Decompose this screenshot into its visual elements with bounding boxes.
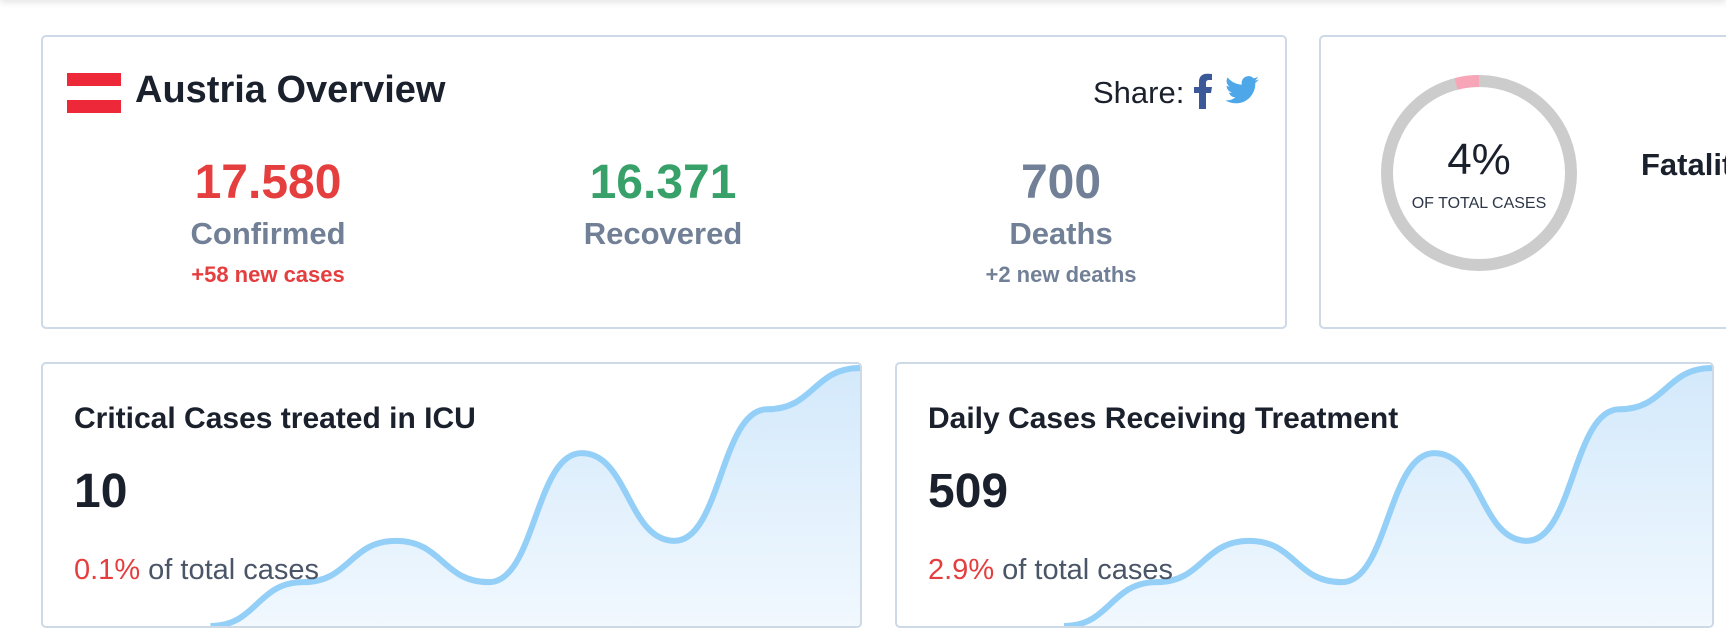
overview-card: Austria Overview Share: 17.580 Confirmed… [41, 35, 1287, 329]
stat: 700 Deaths +2 new deaths [881, 155, 1241, 288]
facebook-icon[interactable] [1193, 73, 1213, 109]
sparkline [1063, 365, 1712, 626]
flag [67, 73, 121, 113]
stat-label: Deaths [1009, 216, 1113, 251]
fatality-title: Fatality Rate [1641, 147, 1726, 182]
share-label: Share: [1093, 75, 1185, 110]
stat-card: Daily Cases Receiving Treatment 509 2.9%… [895, 362, 1714, 628]
stat-value: 17.580 [194, 156, 342, 209]
card-title: Daily Cases Receiving Treatment [928, 402, 1399, 435]
stat: 17.580 Confirmed +58 new cases [88, 155, 448, 288]
card-title: Critical Cases treated in ICU [74, 402, 476, 435]
stat-note: +58 new cases [191, 262, 345, 287]
fatality-caption: OF TOTAL CASES [1411, 195, 1547, 212]
card-value: 10 [74, 465, 128, 518]
stat: 16.371 Recovered [483, 155, 843, 252]
twitter-icon[interactable] [1225, 76, 1259, 104]
sparkline-line [1063, 365, 1712, 626]
ring-track [1381, 75, 1577, 271]
fatality-ring [1381, 75, 1577, 271]
sparkline [210, 365, 860, 626]
sparkline-line [210, 365, 860, 626]
fatality-card: 4% OF TOTAL CASES Fatality Rate [1319, 35, 1726, 329]
card-share: 2.9% of total cases [928, 554, 1173, 587]
stat-card: Critical Cases treated in ICU 10 0.1% of… [41, 362, 862, 628]
card-value: 509 [928, 465, 1009, 518]
overview-title: Austria Overview [135, 69, 446, 111]
stat-value: 700 [1020, 156, 1102, 209]
stat-label: Confirmed [190, 216, 346, 251]
card-share: 0.1% of total cases [74, 554, 319, 587]
stat-note: +2 new deaths [985, 262, 1137, 287]
sparkline-area [1064, 368, 1712, 626]
fatality-percent: 4% [1447, 135, 1511, 184]
card-share-value: 2.9% [928, 554, 995, 586]
sparkline-area [210, 368, 860, 626]
card-share-value: 0.1% [74, 554, 141, 586]
card-share-text: of total cases [148, 554, 320, 586]
card-share-text: of total cases [1002, 554, 1174, 586]
stat-label: Recovered [583, 216, 743, 251]
stat-value: 16.371 [589, 156, 737, 209]
